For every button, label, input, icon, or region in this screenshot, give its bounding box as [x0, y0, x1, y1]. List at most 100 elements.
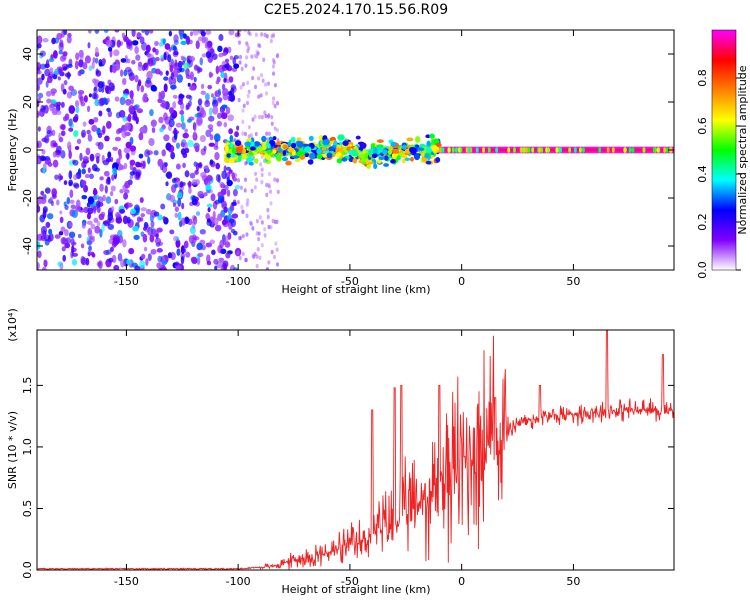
heatmap-noise-cell	[43, 259, 48, 267]
heatmap-noise-cell	[236, 125, 240, 131]
heatmap-noise-cell	[165, 70, 169, 76]
heatmap-noise-cell	[119, 69, 124, 77]
heatmap-noise-cell	[234, 184, 241, 190]
heatmap-noise-cell	[217, 213, 223, 222]
heatmap-noise-cell	[197, 67, 203, 73]
heatmap-signal-cell	[316, 148, 322, 155]
heatmap-noise-cell	[189, 85, 196, 91]
heatmap-noise-cell	[72, 182, 80, 188]
heatmap-noise-cell	[199, 57, 204, 66]
heatmap-noise-cell	[180, 148, 187, 156]
heatmap-noise-cell	[41, 73, 45, 81]
heatmap-noise-cell	[180, 114, 185, 123]
heatmap-noise-cell	[229, 55, 234, 61]
heatmap-faint-cell	[250, 188, 254, 194]
colorbar-bar	[711, 29, 737, 271]
heatmap-noise-cell	[45, 80, 49, 88]
heatmap-faint-cell	[250, 54, 254, 59]
heatmap-faint-cell	[272, 96, 276, 101]
heatmap-noise-cell	[95, 46, 99, 56]
heatmap-noise-cell	[42, 37, 49, 43]
heatmap-noise-cell	[174, 59, 178, 67]
heatmap-signal-cell	[248, 161, 254, 166]
heatmap-noise-cell	[230, 84, 236, 91]
heatmap-noise-cell	[48, 57, 55, 63]
heatmap-faint-cell	[259, 93, 263, 98]
heatmap-noise-cell	[37, 250, 42, 259]
heatmap-noise-cell	[233, 55, 239, 60]
heatmap-faint-cell	[265, 131, 269, 136]
heatmap-noise-cell	[125, 202, 129, 210]
heatmap-faint-cell	[267, 171, 271, 177]
x-tick-label: 50	[566, 275, 580, 288]
heatmap-faint-cell	[238, 60, 242, 65]
heatmap-noise-cell	[62, 254, 67, 262]
heatmap-noise-cell	[174, 183, 178, 189]
heatmap-noise-cell	[234, 131, 239, 138]
heatmap-faint-cell	[249, 221, 253, 227]
heatmap-signal-cell	[358, 153, 366, 159]
heatmap-faint-cell	[245, 100, 249, 106]
heatmap-signal-cell	[390, 141, 397, 147]
heatmap-noise-cell	[222, 235, 229, 243]
heatmap-noise-cell	[87, 207, 94, 215]
heatmap-noise-cell	[129, 171, 136, 176]
heatmap-faint-cell	[263, 32, 267, 38]
heatmap-noise-cell	[170, 151, 176, 160]
x-tick-label: -100	[226, 275, 251, 288]
heatmap-noise-cell	[46, 98, 52, 104]
heatmap-noise-cell	[205, 30, 212, 35]
heatmap-faint-cell	[257, 236, 261, 242]
heatmap-noise-cell	[173, 39, 179, 45]
heatmap-noise-cell	[158, 41, 164, 47]
heatmap-noise-cell	[236, 250, 240, 256]
heatmap-noise-cell	[93, 217, 99, 223]
heatmap-noise-cell	[218, 33, 224, 42]
heatmap-noise-cell	[175, 163, 181, 170]
heatmap-noise-cell	[184, 170, 190, 178]
heatmap-faint-cell	[238, 255, 242, 261]
heatmap-faint-cell	[251, 117, 255, 122]
heatmap-noise-cell	[200, 107, 205, 115]
heatmap-faint-cell	[273, 126, 277, 131]
heatmap-noise-cell	[148, 30, 154, 34]
heatmap-faint-cell	[270, 33, 274, 39]
heatmap-signal-cell	[265, 142, 271, 148]
heatmap-noise-cell	[158, 116, 164, 124]
heatmap-noise-cell	[177, 211, 182, 221]
heatmap-signal-cell	[262, 145, 267, 151]
heatmap-noise-cell	[175, 236, 180, 242]
heatmap-noise-cell	[89, 173, 94, 180]
heatmap-signal-cell	[279, 153, 284, 157]
heatmap-noise-cell	[203, 192, 208, 197]
heatmap-noise-cell	[86, 212, 92, 220]
heatmap-noise-cell	[88, 237, 95, 243]
heatmap-faint-cell	[252, 66, 256, 71]
heatmap-noise-cell	[40, 104, 45, 112]
heatmap-noise-cell	[164, 162, 168, 167]
heatmap-faint-cell	[255, 177, 259, 182]
x-tick-label: 0	[458, 275, 465, 288]
heatmap-noise-cell	[134, 265, 141, 270]
heatmap-noise-cell	[149, 234, 155, 243]
heatmap-noise-cell	[157, 158, 164, 167]
heatmap-signal-cell	[413, 153, 421, 161]
heatmap-noise-cell	[107, 151, 112, 159]
heatmap-noise-cell	[146, 70, 153, 80]
heatmap-band-blob	[475, 147, 479, 153]
heatmap-faint-cell	[265, 192, 269, 198]
heatmap-noise-cell	[118, 152, 122, 160]
heatmap-noise-cell	[91, 253, 96, 258]
heatmap-noise-cell	[69, 199, 75, 204]
heatmap-noise-cell	[216, 120, 222, 127]
heatmap-noise-cell	[124, 122, 131, 131]
heatmap-faint-cell	[241, 131, 245, 136]
heatmap-band-blob	[441, 147, 445, 153]
heatmap-signal-cell	[242, 147, 247, 155]
heatmap-noise-cell	[68, 221, 73, 228]
heatmap-noise-cell	[192, 130, 197, 140]
heatmap-noise-cell	[122, 239, 127, 248]
heatmap-noise-cell	[188, 187, 192, 194]
heatmap-faint-cell	[239, 85, 243, 90]
heatmap-noise-cell	[117, 252, 123, 262]
